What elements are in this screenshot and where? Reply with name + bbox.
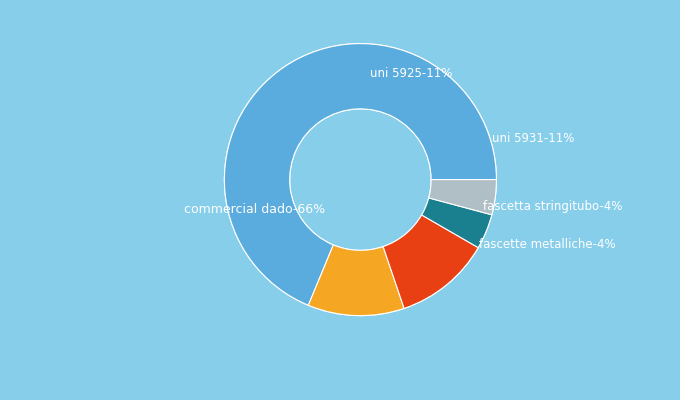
Wedge shape — [224, 44, 496, 305]
Wedge shape — [422, 198, 492, 248]
Wedge shape — [308, 245, 404, 316]
Wedge shape — [428, 180, 496, 215]
Text: uni 5931-11%: uni 5931-11% — [492, 132, 575, 145]
Text: uni 5925-11%: uni 5925-11% — [369, 67, 452, 80]
Wedge shape — [383, 215, 478, 308]
Text: commercial dado-66%: commercial dado-66% — [184, 203, 325, 216]
Wedge shape — [308, 245, 404, 316]
Wedge shape — [224, 44, 496, 305]
Wedge shape — [383, 215, 478, 308]
Text: fascette metalliche-4%: fascette metalliche-4% — [479, 238, 615, 251]
Text: fascetta stringitubo-4%: fascetta stringitubo-4% — [483, 200, 622, 213]
Circle shape — [291, 110, 430, 249]
Wedge shape — [422, 198, 492, 248]
Wedge shape — [428, 180, 496, 215]
